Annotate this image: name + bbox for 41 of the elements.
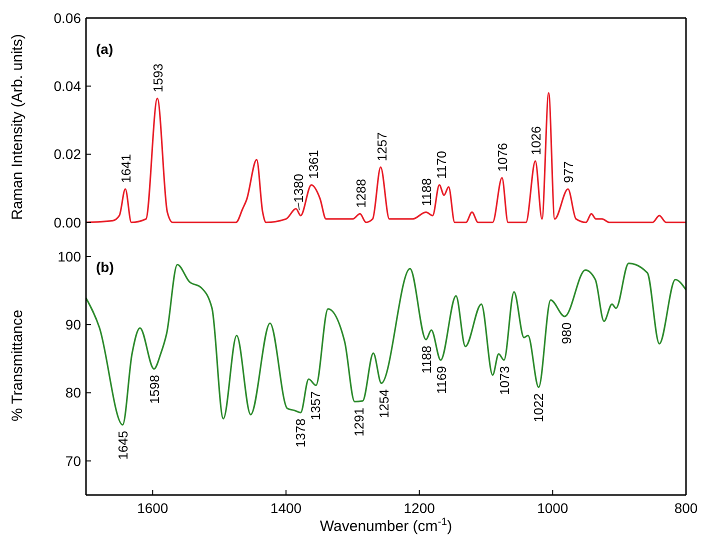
annotation: 1076 xyxy=(495,142,510,172)
annotation: 1288 xyxy=(354,178,369,208)
annotation: (b) xyxy=(96,259,114,275)
annotation: 1170 xyxy=(434,150,449,179)
annotation: 1357 xyxy=(308,391,324,420)
x-tick-label: 1200 xyxy=(404,500,436,516)
annotation: 977 xyxy=(561,161,576,183)
x-tick-label: 1000 xyxy=(537,500,568,516)
y-tick-label: 100 xyxy=(58,248,82,264)
x-axis-title: Wavenumber (cm$^{-1}$) xyxy=(320,516,452,535)
annotation: 1073 xyxy=(497,366,512,395)
y-tick-label: 70 xyxy=(65,452,82,469)
annotation: 1593 xyxy=(150,63,166,92)
annotation: 1645 xyxy=(116,430,131,460)
annotation: (a) xyxy=(96,41,114,57)
x-tick-label: 1600 xyxy=(137,500,168,516)
y-tick-label: 0.06 xyxy=(54,10,82,26)
y-axis-title: Raman Intensity (Arb. units) xyxy=(9,34,26,220)
annotation: 1291 xyxy=(352,408,367,437)
annotation: 1188 xyxy=(419,346,434,374)
annotation: 1022 xyxy=(531,393,546,422)
line-series xyxy=(85,92,687,224)
annotation: 1598 xyxy=(147,374,162,404)
annotation: 1026 xyxy=(528,126,544,156)
annotation: 1641 xyxy=(118,154,134,183)
y-tick-label: 90 xyxy=(65,316,82,333)
annotation: 1257 xyxy=(374,132,390,162)
y-tick-label: 0.02 xyxy=(54,146,82,162)
annotation: 1380 xyxy=(291,174,306,203)
annotation: 1169 xyxy=(434,366,450,394)
annotation: 1188 xyxy=(418,178,434,206)
y-tick-label: 0.00 xyxy=(54,214,82,230)
y-tick-label: 80 xyxy=(65,384,82,401)
y-tick-label: 0.04 xyxy=(54,78,82,94)
annotation: 1254 xyxy=(376,389,392,418)
annotation: 980 xyxy=(559,322,574,344)
x-tick-label: 1400 xyxy=(270,500,302,516)
annotation: 1361 xyxy=(306,150,322,179)
annotation: 1378 xyxy=(293,418,308,448)
y-axis-title: % Transmittance xyxy=(9,310,26,422)
x-tick-label: 800 xyxy=(674,500,698,516)
